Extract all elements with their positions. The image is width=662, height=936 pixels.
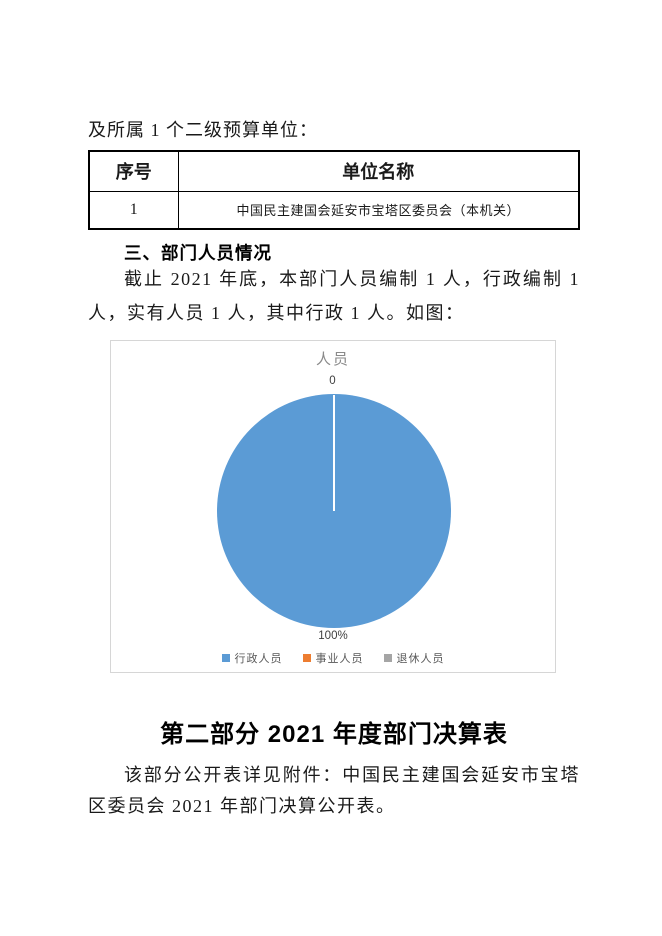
intro-line: 及所属 1 个二级预算单位： [88,120,318,140]
section-heading-personnel: 三、部门人员情况 [124,243,272,263]
legend-label-admin: 行政人员 [234,653,283,665]
table-header-row: 序号 单位名称 [88,150,580,192]
legend-item-institution: 事业人员 [302,650,364,666]
table-cell-unit-name: 中国民主建国会延安市宝塔区委员会（本机关） [177,190,580,230]
chart-legend: 行政人员 事业人员 退休人员 [111,650,555,666]
table-header-unit-name: 单位名称 [177,150,580,192]
legend-label-retired: 退休人员 [396,653,445,665]
legend-label-institution: 事业人员 [315,653,364,665]
pie-slice-divider [333,395,335,511]
legend-swatch-admin [221,654,230,662]
part2-heading: 第二部分 2021 年度部门决算表 [160,721,508,748]
table-row: 1 中国民主建国会延安市宝塔区委员会（本机关） [88,190,580,230]
personnel-paragraph: 截止 2021 年底，本部门人员编制 1 人，行政编制 1 人，实有人员 1 人… [88,269,580,323]
part2-paragraph: 该部分公开表详见附件：中国民主建国会延安市宝塔区委员会 2021 年部门决算公开… [88,765,580,816]
chart-title: 人员 [315,351,350,368]
legend-swatch-retired [383,654,392,662]
pie-data-label-zero: 0 [329,375,336,387]
table-header-index: 序号 [88,150,179,192]
legend-item-retired: 退休人员 [383,650,445,666]
personnel-pie-chart: 人员 0 100% 行政人员 事业人员 退休人员 [110,340,556,673]
units-table: 序号 单位名称 1 中国民主建国会延安市宝塔区委员会（本机关） [88,150,580,230]
pie-data-label-100: 100% [318,630,348,642]
table-cell-index: 1 [88,190,179,230]
legend-item-admin: 行政人员 [221,650,283,666]
legend-swatch-institution [302,654,311,662]
